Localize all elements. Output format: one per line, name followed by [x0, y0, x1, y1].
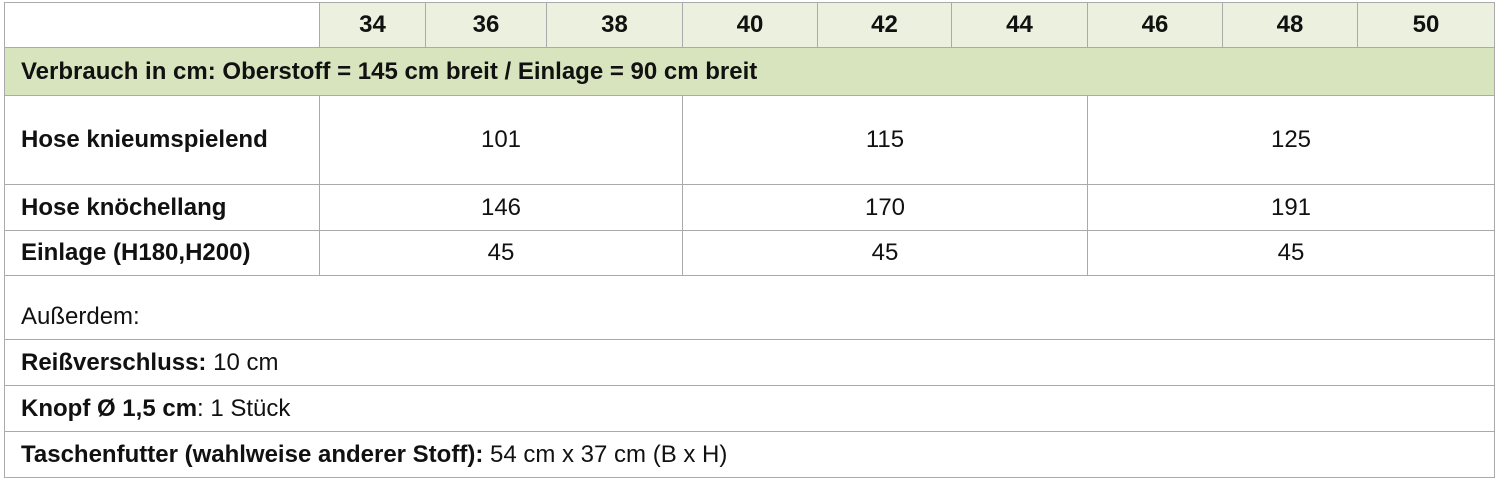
extra-item-pocket-lining: Taschenfutter (wahlweise anderer Stoff):… [4, 431, 1495, 478]
extras-heading: Außerdem: [4, 275, 1495, 340]
table-row: Hose knieumspielend 101 115 125 [4, 95, 1495, 185]
value-34-38: 101 [319, 95, 683, 185]
size-48: 48 [1222, 2, 1358, 48]
value-40-44: 115 [682, 95, 1088, 185]
size-36: 36 [425, 2, 547, 48]
size-46: 46 [1087, 2, 1223, 48]
value-40-44: 170 [682, 184, 1088, 231]
value-46-50: 191 [1087, 184, 1495, 231]
extra-item-button: Knopf Ø 1,5 cm: 1 Stück [4, 385, 1495, 432]
size-34: 34 [319, 2, 426, 48]
extra-label: Reißverschluss: [21, 348, 207, 376]
size-40: 40 [682, 2, 818, 48]
value-46-50: 125 [1087, 95, 1495, 185]
extra-value: : 1 Stück [197, 394, 291, 422]
value-34-38: 45 [319, 230, 683, 276]
extra-label: Knopf Ø 1,5 cm [21, 394, 198, 422]
extra-label: Taschenfutter (wahlweise anderer Stoff): [21, 440, 484, 468]
table-row: Hose knöchellang 146 170 191 [4, 184, 1495, 231]
size-50: 50 [1357, 2, 1495, 48]
value-40-44: 45 [682, 230, 1088, 276]
row-label: Einlage (H180,H200) [4, 230, 320, 276]
extra-value: 54 cm x 37 cm (B x H) [483, 440, 728, 468]
row-label: Hose knieumspielend [4, 95, 320, 185]
corner-cell [4, 2, 320, 48]
extra-item-zipper: Reißverschluss: 10 cm [4, 339, 1495, 386]
extra-value: 10 cm [206, 348, 279, 376]
size-38: 38 [546, 2, 683, 48]
consumption-band-title: Verbrauch in cm: Oberstoff = 145 cm brei… [4, 47, 1495, 96]
size-42: 42 [817, 2, 952, 48]
value-34-38: 146 [319, 184, 683, 231]
table-row: Einlage (H180,H200) 45 45 45 [4, 230, 1495, 276]
row-label: Hose knöchellang [4, 184, 320, 231]
size-44: 44 [951, 2, 1088, 48]
size-header-row: 34 36 38 40 42 44 46 48 50 [4, 2, 1495, 48]
value-46-50: 45 [1087, 230, 1495, 276]
fabric-consumption-table: 34 36 38 40 42 44 46 48 50 Verbrauch in … [4, 2, 1495, 478]
